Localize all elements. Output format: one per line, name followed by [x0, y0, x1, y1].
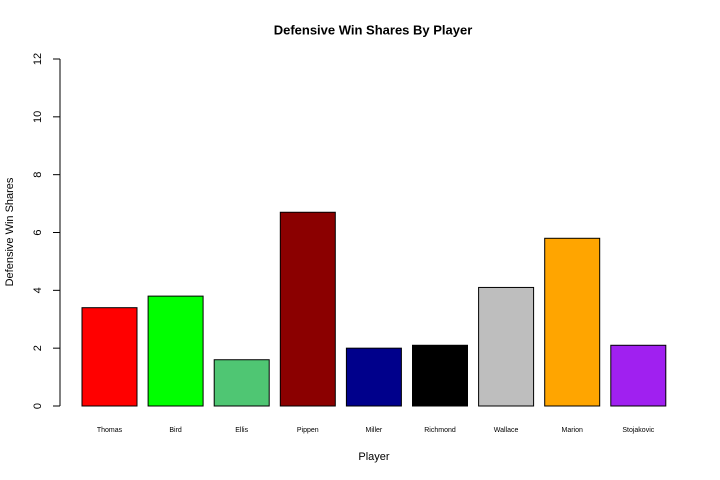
y-tick-label: 12	[32, 53, 44, 65]
bar	[544, 237, 601, 407]
x-tick-label: Ellis	[235, 427, 248, 434]
bar	[412, 344, 468, 407]
y-tick-label: 4	[32, 287, 44, 293]
x-tick-label: Marion	[561, 427, 583, 434]
bar	[81, 307, 138, 407]
x-tick-label: Thomas	[97, 427, 123, 434]
bar	[279, 211, 336, 407]
x-tick-label: Richmond	[424, 427, 456, 434]
bar	[345, 347, 402, 407]
y-tick-label: 6	[32, 229, 44, 235]
y-tick-label: 10	[32, 111, 44, 123]
x-tick-label: Stojakovic	[622, 427, 654, 434]
y-tick-label: 8	[32, 172, 44, 178]
x-tick-label: Wallace	[494, 427, 519, 434]
x-tick-label: Pippen	[297, 427, 319, 434]
x-axis-label: Player	[358, 451, 390, 463]
bar	[610, 344, 667, 407]
bar	[478, 286, 535, 407]
bar	[213, 359, 270, 407]
y-tick-label: 2	[32, 345, 44, 351]
chart-title: Defensive Win Shares By Player	[274, 22, 473, 37]
x-tick-label: Bird	[169, 427, 182, 434]
y-axis-label: Defensive Win Shares	[4, 177, 16, 286]
y-tick-label: 0	[32, 403, 44, 409]
bar	[147, 295, 204, 407]
x-tick-label: Miller	[366, 427, 383, 434]
